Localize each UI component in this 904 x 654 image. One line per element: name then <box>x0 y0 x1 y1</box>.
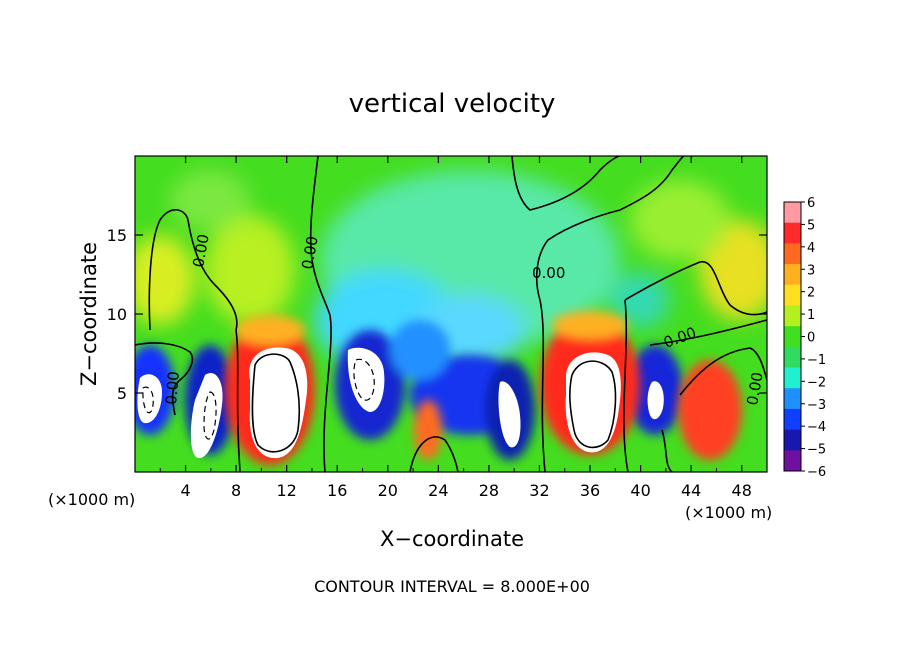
colorbar-label: −2 <box>807 375 826 390</box>
x-axis-label: X−coordinate <box>380 527 524 551</box>
contour-line <box>535 156 685 301</box>
downdraft-core <box>137 374 162 424</box>
downdraft-core <box>647 381 664 420</box>
colorbar-swatch <box>784 450 801 472</box>
contour-line <box>135 342 194 416</box>
downdraft-core <box>498 381 521 448</box>
y-tick-label: 5 <box>117 384 127 403</box>
contour-line <box>569 360 617 449</box>
x-tick-label: 28 <box>479 481 499 500</box>
colorbar-label: −3 <box>807 398 826 413</box>
contour-line <box>235 329 241 472</box>
updraft-core <box>565 352 621 453</box>
field-blob <box>205 215 295 325</box>
updraft-plume <box>678 360 742 460</box>
contour-line <box>353 358 375 401</box>
colorbar-label: 1 <box>807 308 815 323</box>
y-axis-ticks: 5 10 15 <box>107 226 767 403</box>
colorbar-label: 4 <box>807 241 815 256</box>
x-tick-label: 44 <box>681 481 701 500</box>
downdraft-core <box>347 347 385 412</box>
colorbar-label: −5 <box>807 443 826 458</box>
contour-label: 0.00 <box>532 264 565 282</box>
velocity-field: 0.00 0.00 0.00 0.00 0.00 0.00 <box>135 156 767 472</box>
contour-line <box>624 261 767 316</box>
x-tick-label: 20 <box>378 481 398 500</box>
contour-line <box>409 436 459 472</box>
chart-title: vertical velocity <box>349 89 556 119</box>
contour-line <box>679 347 767 396</box>
contour-line <box>251 353 301 453</box>
contour-line <box>539 299 546 472</box>
contour-line <box>309 156 331 316</box>
colorbar-swatch <box>784 388 801 410</box>
x-tick-label: 48 <box>732 481 752 500</box>
x-tick-label: 12 <box>277 481 297 500</box>
x-axis-ticks: 4 8 12 16 20 24 28 32 36 40 44 48 <box>159 156 752 500</box>
contour-line <box>661 429 673 472</box>
colorbar-label: −6 <box>807 465 826 480</box>
downdraft-core <box>390 320 450 380</box>
contour-label: 0.00 <box>743 371 767 407</box>
updraft-plume <box>235 315 305 345</box>
colorbar-swatch <box>784 264 801 286</box>
updraft-plume <box>552 311 628 339</box>
x-tick-label: 36 <box>580 481 600 500</box>
colorbar-label: 6 <box>807 196 815 211</box>
contour-interval-note: CONTOUR INTERVAL = 8.000E+00 <box>314 577 590 596</box>
x-tick-label: 16 <box>327 481 347 500</box>
updraft-core <box>249 347 308 459</box>
x-tick-label: 4 <box>180 481 190 500</box>
contour-line <box>203 391 217 440</box>
contour-label: 0.00 <box>162 371 183 406</box>
x-unit-left: (×1000 m) <box>48 490 135 509</box>
x-tick-label: 32 <box>529 481 549 500</box>
field-blob <box>610 272 670 328</box>
x-unit-right: (×1000 m) <box>685 503 772 522</box>
colorbar-swatch <box>784 346 801 369</box>
colorbar-swatch <box>784 243 801 265</box>
y-tick-label: 15 <box>107 226 127 245</box>
contour-label: 0.00 <box>298 235 322 271</box>
updraft-plume <box>414 400 442 460</box>
contour-line <box>511 156 621 211</box>
colorbar-swatch <box>784 408 801 431</box>
contour-label: 0.00 <box>189 233 213 269</box>
colorbar: 6 5 4 3 2 1 0 −1 −2 −3 −4 −5 −6 <box>783 196 826 480</box>
field-blob <box>630 180 730 260</box>
contour-line <box>323 314 332 472</box>
colorbar-swatch <box>784 222 801 244</box>
colorbar-label: 0 <box>807 331 815 346</box>
downdraft-core <box>190 373 223 459</box>
y-axis-label: Z−coordinate <box>77 242 101 386</box>
contour-line <box>148 209 238 331</box>
colorbar-swatch <box>784 305 801 327</box>
field-blob <box>170 170 250 230</box>
y-tick-label: 10 <box>107 305 127 324</box>
colorbar-swatch <box>784 202 801 224</box>
colorbar-label: 2 <box>807 286 815 301</box>
x-tick-label: 24 <box>428 481 448 500</box>
colorbar-label: −4 <box>807 420 826 435</box>
x-tick-label: 40 <box>630 481 650 500</box>
colorbar-swatch <box>784 326 801 348</box>
contour-line <box>142 386 154 414</box>
colorbar-label: −1 <box>807 353 826 368</box>
contour-line <box>623 299 629 472</box>
colorbar-label: 5 <box>807 218 815 233</box>
negative-contours <box>142 358 375 440</box>
colorbar-swatch <box>784 429 801 451</box>
contour-line <box>649 319 767 346</box>
colorbar-label: 3 <box>807 263 815 278</box>
colorbar-swatch <box>784 284 801 306</box>
x-tick-label: 8 <box>231 481 241 500</box>
zero-contours <box>135 156 767 472</box>
colorbar-swatch <box>784 367 801 389</box>
